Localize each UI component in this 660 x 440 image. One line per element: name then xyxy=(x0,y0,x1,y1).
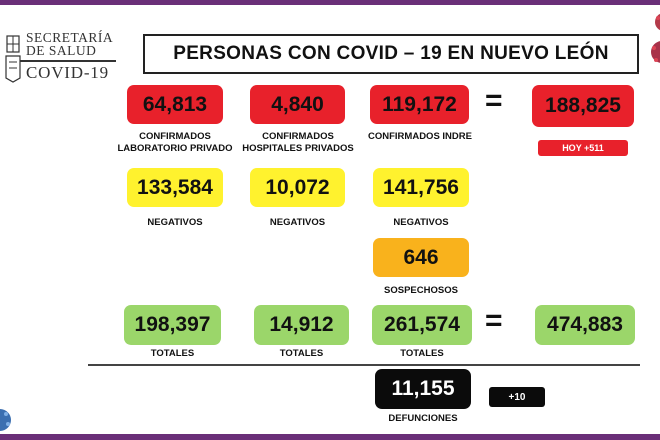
totales-indre-value: 261,574 xyxy=(372,305,472,345)
bottom-frame-bar xyxy=(0,434,660,440)
negativos-hosp-privados-value: 10,072 xyxy=(250,168,345,207)
label-line: CONFIRMADOS xyxy=(139,131,211,142)
divider-line xyxy=(88,364,640,366)
confirmados-indre-label: CONFIRMADOS INDRE xyxy=(368,131,472,142)
confirmados-hosp-privados-label: CONFIRMADOS HOSPITALES PRIVADOS xyxy=(236,131,360,155)
label-line: HOSPITALES PRIVADOS xyxy=(242,143,354,154)
negativos-lab-privado-value: 133,584 xyxy=(127,168,223,207)
label-line: LABORATORIO PRIVADO xyxy=(117,143,233,154)
confirmados-hosp-privados-value: 4,840 xyxy=(250,85,345,124)
sospechosos-value: 646 xyxy=(373,238,469,277)
defunciones-label: DEFUNCIONES xyxy=(388,413,458,424)
org-name-line2: DE SALUD xyxy=(26,43,97,58)
label-line: CONFIRMADOS xyxy=(262,131,334,142)
virus-decoration-icon xyxy=(0,409,11,431)
totales-lab-privado-value: 198,397 xyxy=(124,305,221,345)
title-box: PERSONAS CON COVID – 19 EN NUEVO LEÓN xyxy=(143,34,639,74)
confirmados-lab-privado-value: 64,813 xyxy=(127,85,223,124)
confirmados-lab-privado-label: CONFIRMADOS LABORATORIO PRIVADO xyxy=(107,131,243,155)
page-title: PERSONAS CON COVID – 19 EN NUEVO LEÓN xyxy=(173,43,609,64)
negativos-lab-privado-label: NEGATIVOS xyxy=(147,217,203,228)
equals-sign: = xyxy=(485,304,503,337)
totales-lab-privado-label: TOTALES xyxy=(150,348,195,359)
totales-indre-label: TOTALES xyxy=(400,348,444,359)
hoy-badge: HOY +511 xyxy=(538,140,628,156)
top-frame-bar xyxy=(0,0,660,5)
confirmados-indre-value: 119,172 xyxy=(370,85,469,124)
defunciones-increment-badge: +10 xyxy=(489,387,545,407)
virus-decoration-icon xyxy=(651,13,660,63)
negativos-hosp-privados-label: NEGATIVOS xyxy=(269,217,326,228)
sospechosos-label: SOSPECHOSOS xyxy=(384,285,458,296)
grand-total-value: 474,883 xyxy=(535,305,635,345)
equals-sign: = xyxy=(485,84,503,117)
totales-hosp-privados-label: TOTALES xyxy=(279,348,324,359)
seal-icon xyxy=(5,35,21,83)
defunciones-value: 11,155 xyxy=(375,369,471,409)
confirmados-total-value: 188,825 xyxy=(532,85,634,127)
org-name-line1: SECRETARÍA xyxy=(26,30,114,45)
negativos-indre-label: NEGATIVOS xyxy=(393,217,449,228)
secretaria-logo: SECRETARÍA DE SALUD COVID-19 xyxy=(4,30,120,90)
negativos-indre-value: 141,756 xyxy=(373,168,469,207)
totales-hosp-privados-value: 14,912 xyxy=(254,305,349,345)
org-program: COVID-19 xyxy=(26,63,109,82)
logo-divider xyxy=(20,60,116,62)
